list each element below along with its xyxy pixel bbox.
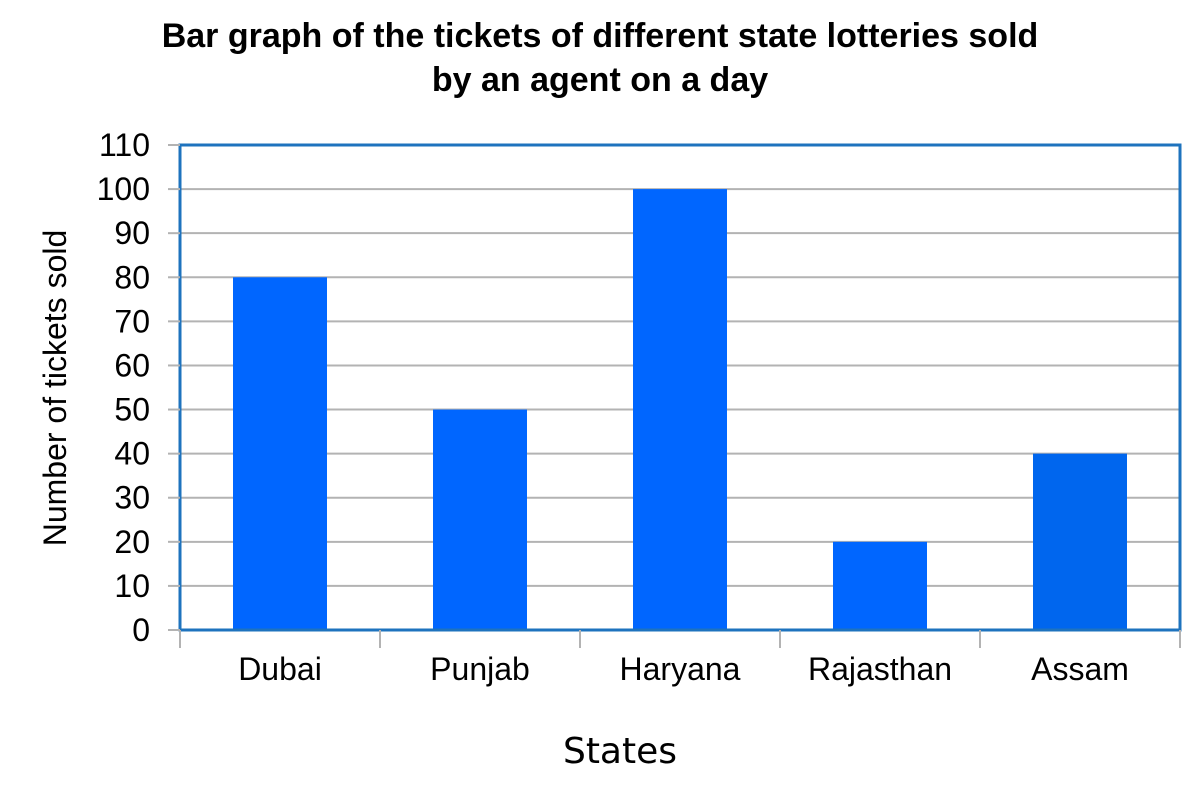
chart-title: Bar graph of the tickets of different st… xyxy=(0,14,1200,102)
y-tick-label: 90 xyxy=(114,215,150,251)
chart-title-line-1: Bar graph of the tickets of different st… xyxy=(161,17,1039,55)
x-axis-tick-labels: Dubai Punjab Haryana Rajasthan Assam xyxy=(238,651,1129,687)
bars xyxy=(233,189,1127,630)
bar-assam xyxy=(1033,453,1127,630)
y-tick-label: 110 xyxy=(99,127,150,163)
x-axis-title: States xyxy=(563,731,677,772)
plot-area-border xyxy=(178,143,1182,632)
y-tick-label: 70 xyxy=(114,303,150,339)
y-tick-label: 50 xyxy=(114,392,150,428)
y-tick-label: 80 xyxy=(114,259,150,295)
x-axis-ticks xyxy=(168,144,1181,648)
x-tick-label: Dubai xyxy=(238,651,322,687)
bar-punjab xyxy=(433,409,527,630)
y-axis-tick-labels: 0 10 20 30 40 50 60 70 80 90 100 110 xyxy=(97,127,150,648)
x-tick-label: Rajasthan xyxy=(808,651,952,687)
chart-title-line-2: by an agent on a day xyxy=(431,61,769,99)
bar-haryana xyxy=(633,189,727,630)
y-tick-label: 0 xyxy=(132,612,150,648)
y-tick-label: 40 xyxy=(114,436,150,472)
bar-dubai xyxy=(233,277,327,630)
x-tick-label: Punjab xyxy=(430,651,530,687)
y-tick-label: 30 xyxy=(114,480,150,516)
y-tick-label: 20 xyxy=(114,524,150,560)
x-tick-label: Haryana xyxy=(620,651,741,687)
y-tick-label: 100 xyxy=(97,171,150,207)
y-tick-label: 60 xyxy=(114,347,150,383)
y-tick-label: 10 xyxy=(114,568,150,604)
y-axis-title: Number of tickets sold xyxy=(37,230,73,547)
x-tick-label: Assam xyxy=(1031,651,1129,687)
bar-rajasthan xyxy=(833,541,927,630)
